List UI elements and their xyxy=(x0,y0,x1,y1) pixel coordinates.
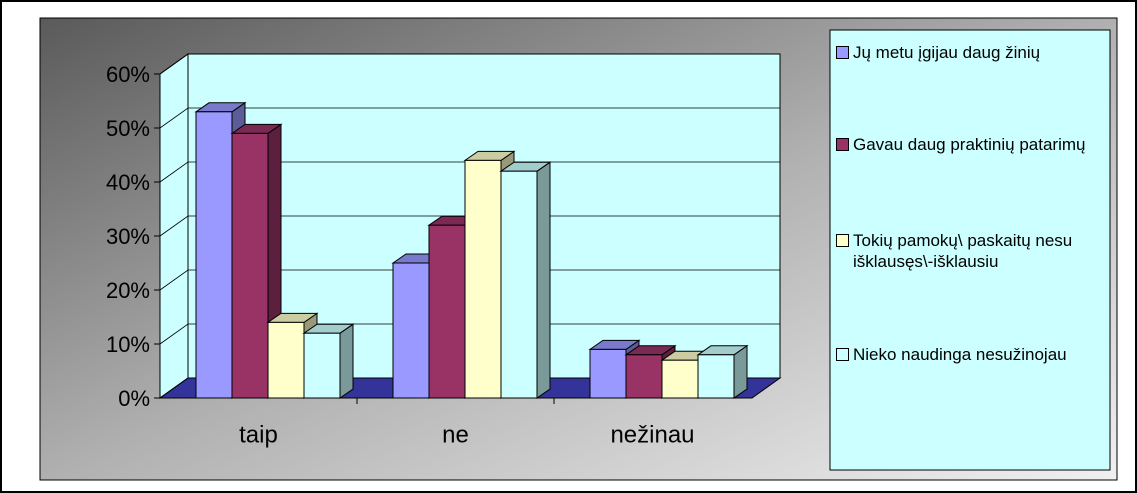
bar-front xyxy=(500,170,538,399)
legend-box xyxy=(829,29,1111,471)
bar-front xyxy=(464,159,502,399)
grid-line xyxy=(159,377,780,399)
x-tick-label: ne xyxy=(442,421,469,448)
bar xyxy=(696,344,749,399)
y-tick-label: 40% xyxy=(106,170,150,195)
grid-line xyxy=(159,323,780,345)
grid-line xyxy=(159,215,780,237)
grid-line xyxy=(159,161,780,183)
y-tick-label: 50% xyxy=(106,116,150,141)
grid-line xyxy=(159,269,780,291)
legend-label: Gavau daug praktinių patarimų xyxy=(853,135,1086,154)
bar-front xyxy=(428,224,466,399)
grid-line xyxy=(159,53,780,75)
bar-front xyxy=(267,321,305,399)
legend: Jų metu įgijau daug žinių Gavau daug prak… xyxy=(830,30,1110,470)
legend-swatch xyxy=(836,234,849,247)
legend-swatch xyxy=(836,46,849,59)
bar-front xyxy=(231,132,269,399)
bar-front xyxy=(195,111,233,399)
bar-front xyxy=(303,332,341,399)
y-tick-label: 10% xyxy=(106,332,150,357)
legend-label: Nieko naudinga nesužinojau xyxy=(853,345,1067,364)
bar-side xyxy=(339,323,354,399)
bar-side xyxy=(536,161,551,399)
legend-swatch xyxy=(836,138,849,151)
bar-front xyxy=(697,354,735,399)
y-tick-label: 20% xyxy=(106,278,150,303)
legend-swatch xyxy=(836,348,849,361)
bar-front xyxy=(661,359,699,399)
bar xyxy=(499,161,552,399)
legend-label: Jų metu įgijau daug žinių xyxy=(853,43,1041,62)
y-tick-label: 0% xyxy=(118,386,150,411)
legend-label: Tokių pamokų\ paskaitų nesu išklausęs\-i… xyxy=(853,231,1073,271)
bar xyxy=(302,323,355,399)
y-tick-label: 60% xyxy=(106,62,150,87)
y-tick-label: 30% xyxy=(106,224,150,249)
bar-front xyxy=(392,262,430,399)
x-tick-label: nežinau xyxy=(610,421,694,448)
grid-line xyxy=(159,107,780,129)
x-tick-label: taip xyxy=(239,421,278,448)
bar-front xyxy=(589,348,627,399)
bar-front xyxy=(625,354,663,399)
